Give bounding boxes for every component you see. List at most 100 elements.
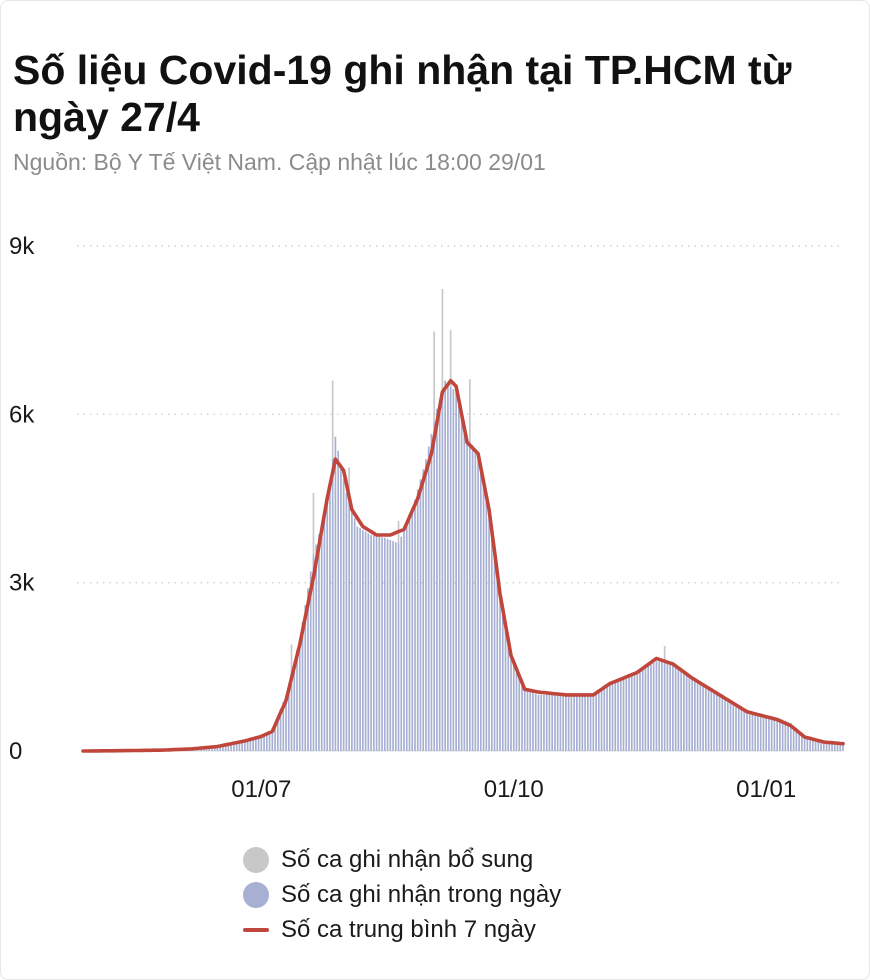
daily-bar	[625, 676, 628, 751]
daily-bar	[518, 675, 521, 751]
daily-bar	[422, 469, 425, 751]
legend-label-daily: Số ca ghi nhận trong ngày	[281, 880, 562, 908]
x-tick-label: 01/01	[736, 776, 796, 803]
daily-bar	[759, 714, 762, 751]
daily-bar	[839, 744, 842, 751]
daily-bar	[617, 680, 619, 751]
daily-bar	[490, 529, 493, 751]
daily-bar	[828, 743, 831, 751]
daily-bar	[718, 694, 721, 751]
legend-item-supplementary[interactable]: Số ca ghi nhận bổ sung	[243, 842, 561, 877]
daily-bar	[414, 499, 416, 751]
daily-bar	[362, 529, 364, 751]
daily-bar	[765, 715, 768, 751]
daily-bar	[323, 514, 326, 751]
daily-bar	[474, 449, 477, 751]
daily-bar	[688, 676, 691, 751]
daily-bar	[238, 741, 241, 751]
daily-bar	[545, 694, 548, 751]
daily-bar	[713, 691, 715, 751]
daily-bar	[773, 716, 776, 751]
daily-bar	[285, 694, 287, 751]
daily-bar	[737, 706, 740, 751]
daily-bar	[246, 739, 249, 751]
daily-bar	[458, 403, 460, 751]
daily-bar	[586, 694, 589, 751]
daily-bar	[578, 694, 581, 751]
daily-bar	[463, 425, 466, 751]
daily-bar	[600, 689, 603, 751]
daily-bar	[488, 509, 490, 751]
daily-bar	[543, 694, 545, 751]
daily-bar	[227, 743, 230, 751]
daily-bar	[724, 698, 726, 751]
daily-bar	[740, 708, 743, 751]
daily-bar	[795, 728, 798, 751]
legend-item-daily[interactable]: Số ca ghi nhận trong ngày	[243, 877, 561, 912]
daily-bar	[693, 679, 696, 751]
daily-bar	[567, 694, 570, 751]
daily-bar	[501, 605, 504, 751]
daily-bar	[704, 686, 707, 751]
daily-bar	[822, 742, 825, 751]
daily-bar	[219, 745, 222, 751]
supplementary-bar	[449, 330, 452, 387]
daily-bar	[449, 386, 452, 751]
daily-bar	[312, 554, 315, 751]
daily-bar	[548, 694, 551, 751]
daily-bar	[762, 714, 765, 751]
daily-bar	[776, 717, 778, 751]
daily-bar	[241, 740, 243, 751]
daily-bar	[512, 662, 515, 751]
daily-bar	[309, 571, 312, 751]
daily-bar	[691, 678, 693, 751]
daily-bar	[521, 682, 523, 751]
daily-bar	[331, 459, 334, 751]
supplementary-bar	[441, 289, 444, 391]
daily-bar	[554, 694, 556, 751]
daily-bar	[721, 696, 724, 751]
daily-bar	[715, 693, 718, 751]
daily-bar	[811, 739, 814, 751]
daily-bar	[825, 742, 828, 751]
daily-bar	[680, 670, 682, 751]
daily-bar	[589, 694, 592, 751]
daily-bar	[614, 681, 617, 751]
daily-bar	[416, 489, 419, 751]
daily-bar	[647, 666, 650, 751]
daily-bar	[683, 672, 685, 751]
daily-bar	[526, 690, 529, 751]
daily-bar	[326, 504, 329, 751]
daily-bar	[792, 725, 795, 751]
daily-bar	[452, 389, 455, 751]
daily-bar	[364, 531, 367, 751]
daily-bar	[370, 534, 372, 751]
x-tick-label: 01/07	[231, 776, 291, 803]
daily-bar	[529, 691, 532, 751]
daily-bar	[496, 568, 499, 751]
daily-bar	[770, 716, 773, 751]
daily-bar	[403, 529, 405, 751]
daily-bar	[469, 440, 471, 751]
y-tick-label: 6k	[9, 401, 35, 428]
legend-marker-daily	[243, 881, 269, 908]
daily-bar	[244, 739, 246, 751]
daily-bar	[493, 549, 496, 751]
daily-bar	[430, 433, 433, 751]
daily-bar	[301, 621, 304, 751]
daily-bar	[235, 741, 238, 751]
y-tick-label: 3k	[9, 570, 35, 597]
legend-label-average: Số ca trung bình 7 ngày	[281, 915, 536, 943]
daily-bar	[817, 740, 820, 751]
daily-bar	[787, 721, 789, 751]
daily-bar	[581, 694, 584, 751]
daily-bar	[345, 492, 348, 751]
chart-title: Số liệu Covid-19 ghi nhận tại TP.HCM từ …	[13, 47, 792, 140]
daily-bar	[707, 688, 710, 751]
daily-bar	[351, 509, 353, 751]
daily-bar	[279, 708, 282, 751]
legend-item-average[interactable]: Số ca trung bình 7 ngày	[243, 912, 561, 947]
daily-bar	[672, 664, 674, 751]
daily-bar	[576, 694, 578, 751]
